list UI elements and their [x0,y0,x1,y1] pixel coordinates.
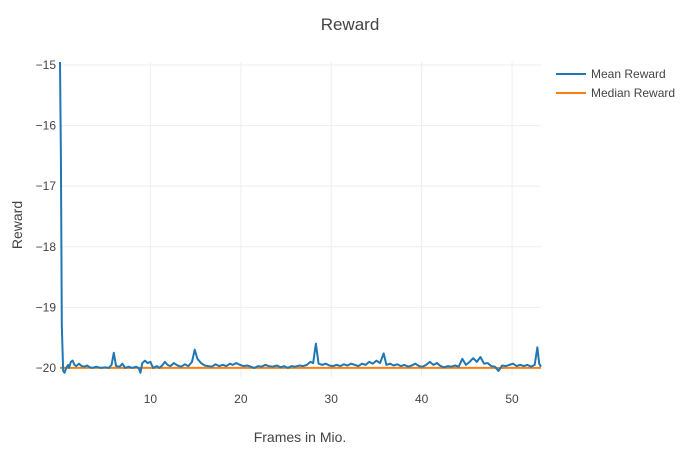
grid-layer [60,62,541,377]
series-layer [59,61,542,374]
y-tick-label: −20 [36,361,57,375]
y-tick-label: −18 [36,240,57,254]
series-line-mean-reward [59,61,542,374]
y-tick-label: −15 [36,58,57,72]
chart-title: Reward [321,15,380,34]
x-tick-label: 30 [325,392,339,406]
x-tick-label: 10 [144,392,158,406]
y-tick-label: −19 [36,300,57,314]
legend-label-median-reward: Median Reward [591,86,675,100]
y-axis-title: Reward [9,201,25,249]
tick-layer: 10 20 30 40 50 −15 −16 −17 −18 −19 −20 [36,58,519,406]
y-tick-label: −16 [36,119,57,133]
legend: Mean Reward Median Reward [556,67,675,100]
x-tick-label: 50 [505,392,519,406]
x-tick-label: 20 [234,392,248,406]
x-tick-label: 40 [415,392,429,406]
legend-label-mean-reward: Mean Reward [591,67,666,81]
y-tick-label: −17 [36,179,57,193]
x-axis-title: Frames in Mio. [254,429,347,445]
